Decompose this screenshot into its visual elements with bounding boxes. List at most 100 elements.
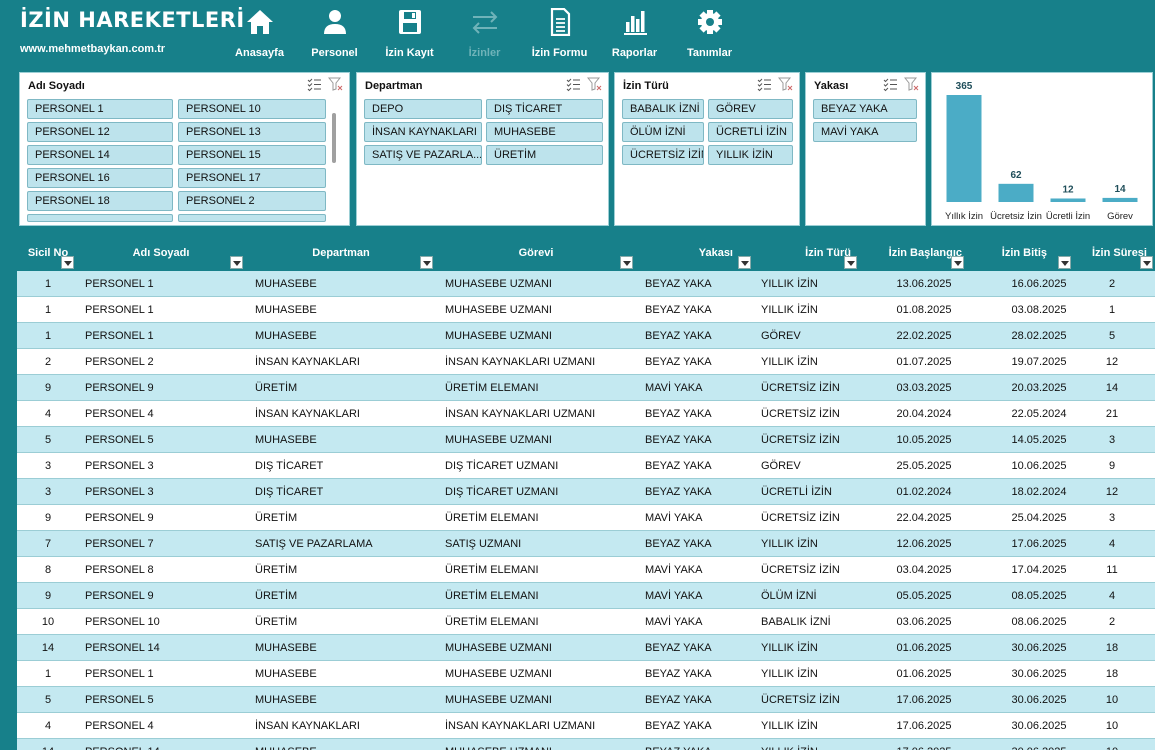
chart-data-label: 62	[1010, 170, 1022, 181]
cell-izin-turu: ÜCRETSİZ İZİN	[761, 382, 840, 394]
cell-izin-baslangic: 05.05.2025	[896, 590, 952, 602]
cell-adi-soyadi: PERSONEL 3	[85, 460, 154, 472]
slicer-item[interactable]: PERSONEL 18	[27, 191, 173, 211]
slicer-item[interactable]: BEYAZ YAKA	[813, 99, 917, 119]
nav-label: İzin Kayıt	[385, 47, 434, 59]
cell-sicil-no: 1	[44, 330, 52, 342]
slicer-item[interactable]: PERSONEL 14	[27, 145, 173, 165]
slicer-item[interactable]: GÖREV	[708, 99, 793, 119]
table-row[interactable]: 1 PERSONEL 1 MUHASEBE MUHASEBE UZMANI BEYAZ …	[17, 271, 1155, 297]
slicer-item[interactable]: PERSONEL 2	[178, 191, 326, 211]
nav-tanimlar[interactable]: Tanımlar	[672, 6, 747, 62]
table-row[interactable]: 7 PERSONEL 7 SATIŞ VE PAZARLAMA SATIŞ UZMAN…	[17, 531, 1155, 557]
nav-personel[interactable]: Personel	[297, 6, 372, 62]
table-row[interactable]: 5 PERSONEL 5 MUHASEBE MUHASEBE UZMANI BEYAZ …	[17, 687, 1155, 713]
table-row[interactable]: 3 PERSONEL 3 DIŞ TİCARET DIŞ TİCARET UZMANI…	[17, 479, 1155, 505]
table-row[interactable]: 14 PERSONEL 14 MUHASEBE MUHASEBE UZMANI BEYA…	[17, 739, 1155, 750]
filter-dropdown-button[interactable]	[738, 256, 751, 269]
chart-bar	[1050, 198, 1086, 202]
table-row[interactable]: 9 PERSONEL 9 ÜRETİM ÜRETİM ELEMANI MAVİ YAKA…	[17, 375, 1155, 401]
nav-izinler[interactable]: İzinler	[447, 6, 522, 62]
filter-dropdown-button[interactable]	[620, 256, 633, 269]
cell-izin-turu: YILLIK İZİN	[761, 642, 818, 654]
slicer-item[interactable]: PERSONEL 12	[27, 122, 173, 142]
slicer-item[interactable]: ÖLÜM İZNİ	[622, 122, 704, 142]
chart-category-label: Görev	[1107, 211, 1133, 222]
table-row[interactable]: 4 PERSONEL 4 İNSAN KAYNAKLARI İNSAN KAYNAKL…	[17, 401, 1155, 427]
table-row[interactable]: 9 PERSONEL 9 ÜRETİM ÜRETİM ELEMANI MAVİ YAKA…	[17, 505, 1155, 531]
col-header-sicil-no: Sicil No	[27, 247, 69, 259]
slicer-item[interactable]: DEPO	[364, 99, 482, 119]
table-row[interactable]: 9 PERSONEL 9 ÜRETİM ÜRETİM ELEMANI MAVİ YAKA…	[17, 583, 1155, 609]
slicer-item[interactable]: ÜCRETLİ İZİN	[708, 122, 793, 142]
slicer-adi-soyadi: Adı Soyadı PERSONEL 1 PERSONEL 10 PERSON…	[19, 72, 350, 226]
clear-filter-icon[interactable]	[587, 77, 602, 92]
cell-izin-suresi: 10	[1075, 739, 1149, 750]
cell-sicil-no: 9	[44, 382, 52, 394]
table-row[interactable]: 8 PERSONEL 8 ÜRETİM ÜRETİM ELEMANI MAVİ YAKA…	[17, 557, 1155, 583]
slicer-title: Departman	[365, 80, 423, 92]
cell-izin-suresi: 5	[1108, 330, 1116, 342]
cell-izin-baslangic: 01.07.2025	[896, 356, 952, 368]
slicer-item-partial[interactable]	[27, 214, 173, 222]
nav-izin-formu[interactable]: İzin Formu	[522, 6, 597, 62]
filter-dropdown-button[interactable]	[1140, 256, 1153, 269]
nav-izin-kayit[interactable]: İzin Kayıt	[372, 6, 447, 62]
filter-dropdown-button[interactable]	[844, 256, 857, 269]
slicer-item[interactable]: PERSONEL 1	[27, 99, 173, 119]
chart-bar	[946, 95, 982, 202]
cell-sicil-no: 4	[44, 720, 52, 732]
multi-select-icon[interactable]	[566, 77, 581, 92]
slicer-item[interactable]: PERSONEL 10	[178, 99, 326, 119]
table-row[interactable]: 3 PERSONEL 3 DIŞ TİCARET DIŞ TİCARET UZMANI…	[17, 453, 1155, 479]
slicer-scrollbar[interactable]	[332, 113, 336, 163]
slicer-item[interactable]: PERSONEL 16	[27, 168, 173, 188]
slicer-item-partial[interactable]	[178, 214, 326, 222]
slicer-item[interactable]: DIŞ TİCARET	[486, 99, 603, 119]
table-row[interactable]: 14 PERSONEL 14 MUHASEBE MUHASEBE UZMANI BEYA…	[17, 635, 1155, 661]
nav-anasayfa[interactable]: Anasayfa	[222, 6, 297, 62]
multi-select-icon[interactable]	[757, 77, 772, 92]
multi-select-icon[interactable]	[883, 77, 898, 92]
slicer-item[interactable]: ÜRETİM	[486, 145, 603, 165]
table-row[interactable]: 5 PERSONEL 5 MUHASEBE MUHASEBE UZMANI BEYAZ …	[17, 427, 1155, 453]
chart-category-label: Ücretsiz İzin	[990, 211, 1042, 222]
slicer-item[interactable]: BABALIK İZNİ	[622, 99, 704, 119]
filter-dropdown-button[interactable]	[61, 256, 74, 269]
col-header-izin-turu: İzin Türü	[805, 247, 851, 259]
cell-izin-bitis: 28.02.2025	[1011, 330, 1067, 342]
cell-yakasi: BEYAZ YAKA	[645, 720, 712, 732]
nav-raporlar[interactable]: Raporlar	[597, 6, 672, 62]
table-row[interactable]: 1 PERSONEL 1 MUHASEBE MUHASEBE UZMANI BEYAZ …	[17, 661, 1155, 687]
col-header-yakasi: Yakası	[698, 247, 733, 259]
slicer-item[interactable]: MUHASEBE	[486, 122, 603, 142]
slicer-item[interactable]: YILLIK İZİN	[708, 145, 793, 165]
slicer-item[interactable]: İNSAN KAYNAKLARI	[364, 122, 482, 142]
filter-dropdown-button[interactable]	[230, 256, 243, 269]
clear-filter-icon[interactable]	[328, 77, 343, 92]
col-header-izin-baslangic: İzin Başlangıç	[888, 247, 962, 259]
filter-dropdown-button[interactable]	[420, 256, 433, 269]
multi-select-icon[interactable]	[307, 77, 322, 92]
cell-sicil-no: 3	[44, 486, 52, 498]
filter-dropdown-button[interactable]	[951, 256, 964, 269]
slicer-item[interactable]: PERSONEL 17	[178, 168, 326, 188]
cell-adi-soyadi: PERSONEL 1	[85, 668, 154, 680]
table-row[interactable]: 4 PERSONEL 4 İNSAN KAYNAKLARI İNSAN KAYNAKL…	[17, 713, 1155, 739]
cell-gorevi: MUHASEBE UZMANI	[445, 739, 635, 750]
table-row[interactable]: 10 PERSONEL 10 ÜRETİM ÜRETİM ELEMANI MAVİ YA…	[17, 609, 1155, 635]
slicer-item[interactable]: ÜCRETSİZ İZİN	[622, 145, 704, 165]
clear-filter-icon[interactable]	[904, 77, 919, 92]
clear-filter-icon[interactable]	[778, 77, 793, 92]
cell-izin-turu: YILLIK İZİN	[761, 720, 818, 732]
slicer-item[interactable]: MAVİ YAKA	[813, 122, 917, 142]
cell-izin-baslangic: 17.06.2025	[896, 720, 952, 732]
table-row[interactable]: 1 PERSONEL 1 MUHASEBE MUHASEBE UZMANI BEYAZ …	[17, 297, 1155, 323]
slicer-item[interactable]: PERSONEL 15	[178, 145, 326, 165]
cell-adi-soyadi: PERSONEL 8	[85, 564, 154, 576]
slicer-item[interactable]: PERSONEL 13	[178, 122, 326, 142]
table-row[interactable]: 1 PERSONEL 1 MUHASEBE MUHASEBE UZMANI BEYAZ …	[17, 323, 1155, 349]
table-row[interactable]: 2 PERSONEL 2 İNSAN KAYNAKLARI İNSAN KAYNAKL…	[17, 349, 1155, 375]
slicer-item[interactable]: SATIŞ VE PAZARLA...	[364, 145, 482, 165]
filter-dropdown-button[interactable]	[1058, 256, 1071, 269]
